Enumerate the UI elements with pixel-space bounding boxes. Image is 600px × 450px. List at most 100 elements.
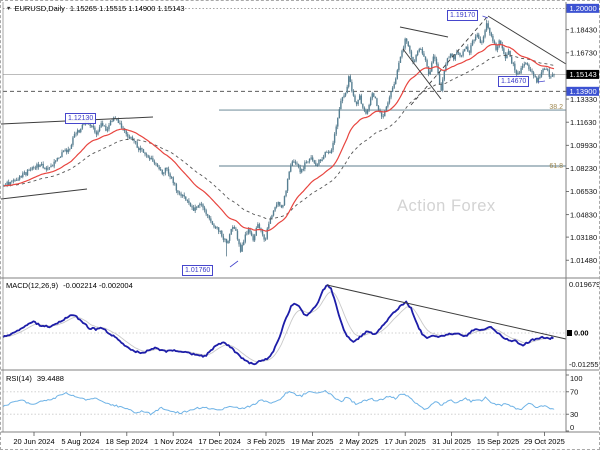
candle-body <box>91 125 93 127</box>
candle-body <box>460 55 463 57</box>
rsi-line <box>2 389 555 416</box>
candle-body <box>138 147 140 151</box>
candle-body <box>529 69 532 71</box>
candle-body <box>127 134 129 137</box>
candle-body <box>89 124 91 127</box>
candle-body <box>525 63 527 65</box>
candle-body <box>233 227 236 229</box>
candle-body <box>252 235 254 241</box>
candle-body <box>11 181 13 182</box>
candle-body <box>70 144 73 149</box>
candle-body <box>6 182 8 186</box>
candle-body <box>521 65 524 69</box>
candle-body <box>373 93 375 97</box>
candle-body <box>482 36 485 42</box>
macd-trendline <box>326 284 567 340</box>
macd-signal-line <box>2 291 554 363</box>
candle-body <box>33 167 35 169</box>
candle-body <box>112 117 115 121</box>
dashed-trendline <box>410 16 488 106</box>
candle-body <box>279 201 281 206</box>
candle-body <box>169 173 171 178</box>
candle-body <box>147 155 149 158</box>
time-axis-label: 2 May 2025 <box>339 437 378 446</box>
candles <box>3 19 555 257</box>
candle-body <box>213 224 215 227</box>
price-axis-label: 1.16730 <box>570 49 597 58</box>
ohlc-quotes: 1.15265 1.15515 1.14900 1.15143 <box>69 4 185 13</box>
candle-body <box>449 53 452 58</box>
candle-body <box>506 54 508 59</box>
candle-body <box>97 131 99 135</box>
candle-body <box>302 169 304 170</box>
candle-body <box>380 112 383 117</box>
candle-body <box>523 64 525 66</box>
candle-body <box>15 180 18 181</box>
fib-label-61.8: 61.8 <box>549 163 563 170</box>
tag-leader <box>229 260 239 268</box>
trendline <box>399 26 449 38</box>
candle-body <box>326 151 328 153</box>
candle-body <box>442 79 444 91</box>
candle-body <box>25 172 27 176</box>
candle-body <box>111 120 113 122</box>
candle-body <box>255 227 257 236</box>
candle-body <box>427 66 430 75</box>
time-axis-label: 17 Dec 2024 <box>198 437 241 446</box>
candle-body <box>388 97 391 103</box>
candle-body <box>318 159 320 165</box>
rsi-label: RSI(14) <box>6 374 32 383</box>
candle-body <box>73 134 76 138</box>
candle-body <box>200 203 203 205</box>
price-tag-1.0176: 1.01760 <box>182 265 214 276</box>
time-axis-label: 31 Jul 2025 <box>432 437 471 446</box>
candle-body <box>500 40 502 45</box>
candle-body <box>75 133 77 135</box>
slow-ma-line <box>4 54 555 220</box>
candle-body <box>158 166 160 170</box>
candle-body <box>18 176 21 180</box>
rsi-axis-label: 30 <box>570 410 578 419</box>
macd-label: MACD(12,26,9) <box>6 281 59 290</box>
candle-body <box>31 167 33 170</box>
candle-body <box>128 136 131 139</box>
candle-body <box>385 106 388 111</box>
candle-body <box>216 227 218 229</box>
macd-values: -0.002214 -0.002004 <box>63 281 133 290</box>
candle-body <box>217 227 220 232</box>
candle-body <box>48 167 51 169</box>
candle-body <box>550 76 552 78</box>
candle-body <box>228 234 231 241</box>
candle-body <box>266 228 268 239</box>
candle-body <box>202 204 204 208</box>
candle-body <box>36 164 38 169</box>
candle-body <box>384 110 386 117</box>
collapse-icon[interactable]: ▼ <box>6 6 12 12</box>
candle-body <box>258 224 261 229</box>
candle-body <box>463 49 466 52</box>
candle-body <box>348 76 350 87</box>
price-axis-label: 1.13330 <box>570 95 597 104</box>
price-levels <box>3 7 566 167</box>
candle-body <box>526 63 529 65</box>
candle-body <box>275 204 278 208</box>
candle-body <box>484 30 486 37</box>
candle-body <box>324 151 326 157</box>
candle-body <box>343 95 345 98</box>
rsi-axis-label: 100 <box>570 374 583 383</box>
candle-body <box>94 127 96 133</box>
price-axis-label: 1.09930 <box>570 141 597 150</box>
candle-body <box>45 167 48 170</box>
candle-body <box>208 215 210 219</box>
candle-body <box>503 48 505 54</box>
candle-body <box>514 63 516 71</box>
macd-panel <box>2 284 567 366</box>
candle-body <box>487 23 489 28</box>
candle-body <box>78 130 80 133</box>
candle-body <box>528 64 530 70</box>
candle-body <box>507 50 510 55</box>
candle-body <box>462 51 464 56</box>
candle-body <box>177 190 179 193</box>
